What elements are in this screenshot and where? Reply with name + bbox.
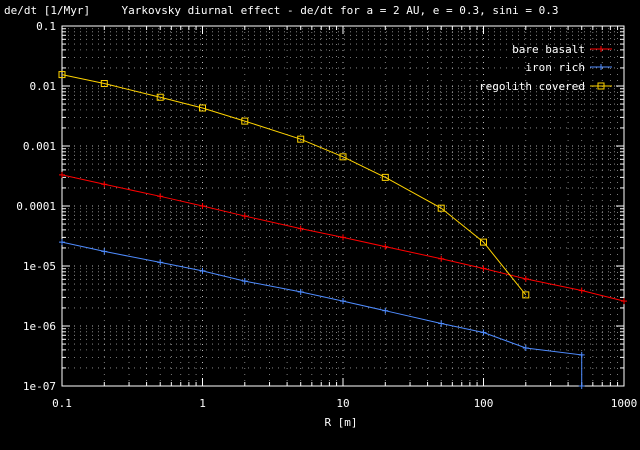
chart-title: Yarkovsky diurnal effect - de/dt for a =…	[121, 4, 558, 17]
x-tick-label: 1	[199, 397, 206, 410]
regolith-covered-point	[297, 135, 305, 143]
regolith-covered-point	[522, 291, 530, 299]
legend-marker-regolith-covered	[597, 82, 605, 90]
legend-label-bare-basalt: bare basalt	[512, 43, 585, 56]
series-iron-rich	[59, 239, 585, 389]
legend: bare basalt iron rich regolith covered	[479, 43, 612, 93]
regolith-covered-point	[199, 104, 206, 112]
regolith-covered-point	[241, 117, 249, 125]
y-tick-label: 0.01	[30, 80, 57, 93]
y-tick-label: 0.0001	[16, 200, 56, 213]
x-tick-label: 10	[336, 397, 349, 410]
x-tick-label: 1000	[611, 397, 638, 410]
series-bare-basalt	[59, 171, 627, 305]
x-tick-label: 100	[474, 397, 494, 410]
y-tick-label: 1e-05	[23, 260, 56, 273]
regolith-covered-point	[58, 71, 66, 79]
y-tick-label: 1e-06	[23, 320, 56, 333]
regolith-covered-point	[156, 93, 164, 101]
regolith-covered-point	[100, 80, 108, 88]
x-axis-label: R [m]	[324, 416, 357, 429]
regolith-covered-point	[480, 238, 487, 246]
y-tick-label: 0.001	[23, 140, 56, 153]
y-tick-label: 0.1	[36, 20, 56, 33]
axis-layer: 0.1 1 10 100 1000 0.1 0.01 0.001 0.0001 1e-05 1e-0…	[16, 20, 637, 410]
y-axis-label: de/dt [1/Myr]	[4, 4, 90, 17]
regolith-covered-point	[381, 173, 389, 181]
y-tick-label: 1e-07	[23, 380, 56, 393]
regolith-covered-point	[437, 204, 445, 212]
regolith-covered-point	[339, 153, 347, 161]
series-layer	[58, 71, 627, 389]
legend-label-iron-rich: iron rich	[525, 61, 585, 74]
x-tick-label: 0.1	[52, 397, 72, 410]
regolith-covered-line	[61, 74, 527, 296]
series-regolith-covered	[58, 71, 530, 299]
legend-label-regolith-covered: regolith covered	[479, 80, 585, 93]
